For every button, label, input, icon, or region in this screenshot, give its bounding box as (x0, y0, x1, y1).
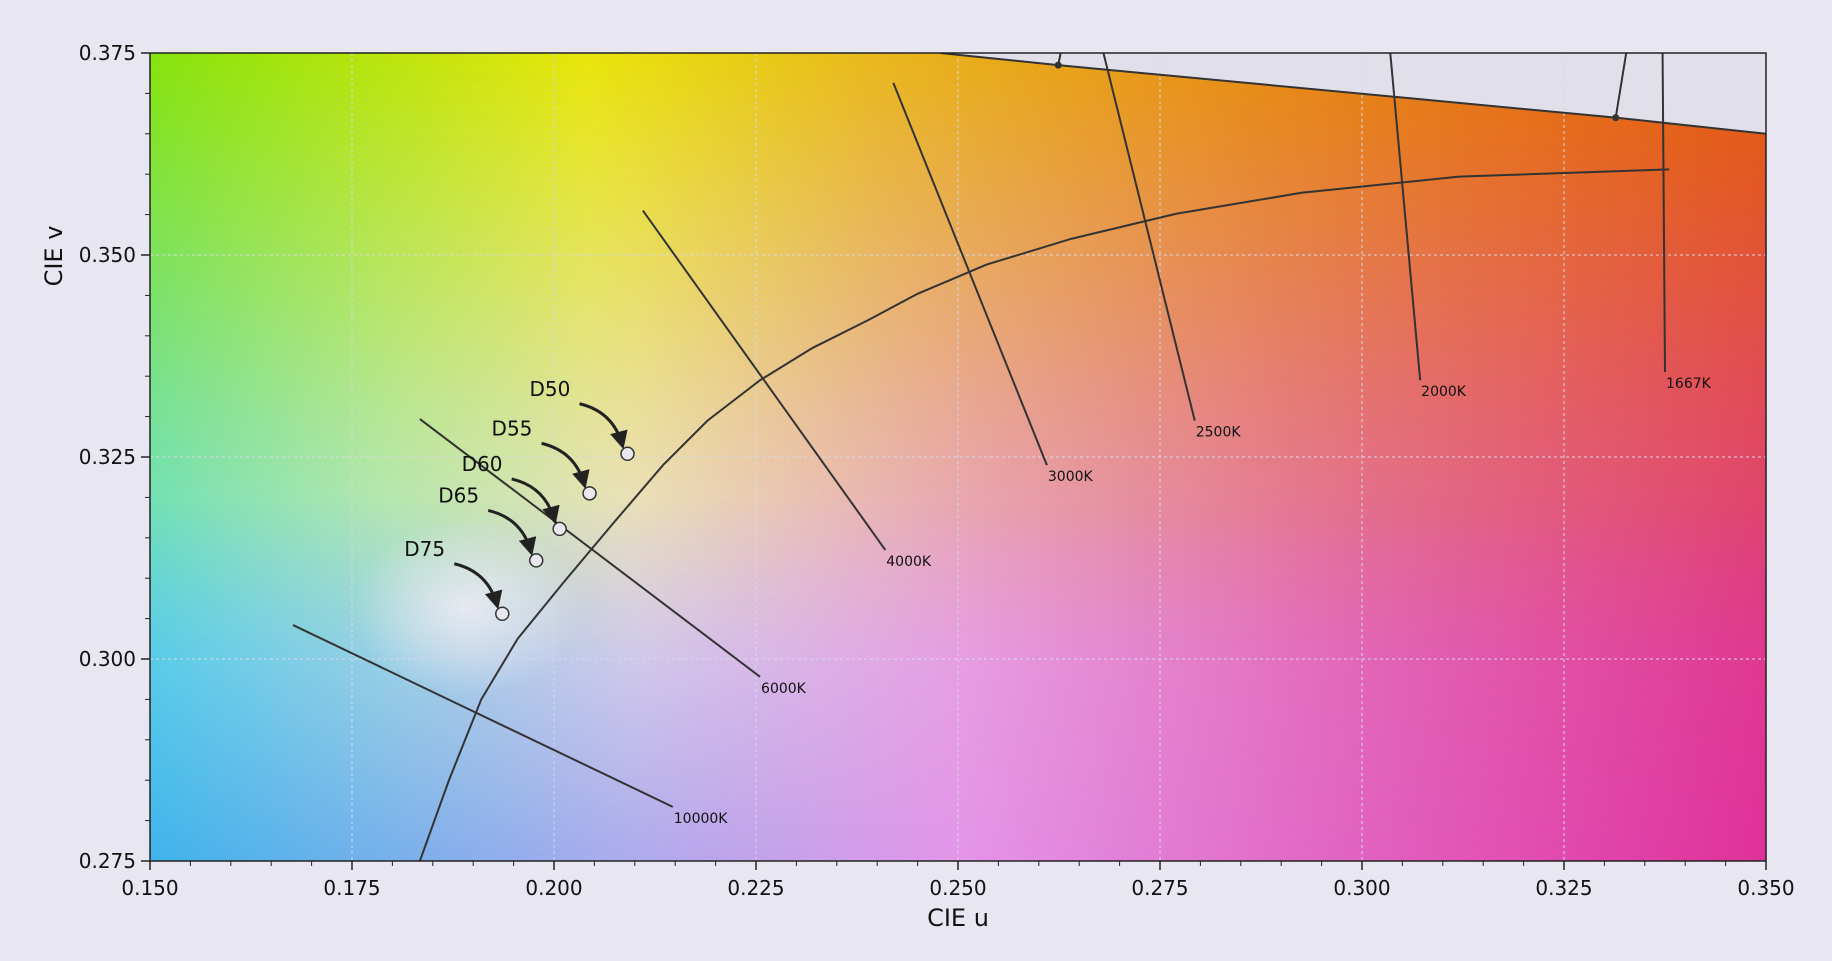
locus-intersection-dot (1612, 114, 1620, 122)
whitepoint-arrow (487, 508, 537, 556)
y-tick-label: 0.375 (79, 41, 136, 65)
whitepoint-marker (552, 521, 567, 537)
x-tick-label: 0.175 (323, 876, 380, 900)
x-tick-label: 0.275 (1131, 876, 1188, 900)
whitepoint-label: D55 (492, 416, 533, 440)
cct-label: 3000K (1048, 469, 1094, 485)
whitepoint-marker (495, 606, 510, 622)
x-axis-label: CIE u (927, 904, 989, 932)
whitepoint-marker (582, 486, 597, 501)
y-axis: 0.275 0.300 0.325 0.350 0.375 (79, 41, 150, 873)
isotherm-line (292, 624, 674, 808)
whitepoint-arrow (541, 441, 590, 489)
whitepoint-marker (620, 446, 635, 462)
y-tick-label: 0.275 (79, 849, 136, 873)
isotherm-extension (1614, 53, 1628, 118)
whitepoint-label: D65 (438, 483, 479, 507)
cct-label: 2500K (1196, 425, 1242, 441)
cct-label: 1667K (1666, 376, 1712, 392)
x-tick-label: 0.325 (1535, 876, 1592, 900)
y-axis-label: CIE v (40, 226, 68, 287)
whitepoint-markers (495, 446, 635, 622)
whitepoint-label: D75 (404, 537, 445, 561)
whitepoint-arrow (453, 562, 503, 610)
color-white-glow (300, 360, 820, 760)
plot-area: 10000K 6000K 4000K 3000K 2500K 2000K 1667K D50… (149, 52, 1767, 862)
whitepoint-labels: D50 D55 D60 D65 D75 (404, 377, 628, 610)
whitepoint-arrow (511, 477, 560, 525)
isotherm-line (1661, 53, 1666, 373)
planckian-locus-line (418, 168, 1670, 861)
isotherm-line (1102, 53, 1196, 421)
whitepoint-label: D50 (530, 377, 571, 401)
cct-label: 10000K (674, 811, 729, 827)
spectral-locus-line (940, 53, 1766, 135)
y-tick-label: 0.325 (79, 445, 136, 469)
whitepoint-label: D60 (462, 452, 503, 476)
isotherm-lines (292, 53, 1666, 808)
cct-labels: 10000K 6000K 4000K 3000K 2500K 2000K 1667K (674, 376, 1712, 827)
cct-label: 4000K (886, 554, 932, 570)
isotherm-line (892, 82, 1048, 466)
cct-label: 6000K (761, 681, 807, 697)
isotherm-line (1389, 53, 1422, 381)
cct-label: 2000K (1421, 384, 1467, 400)
x-tick-label: 0.200 (525, 876, 582, 900)
y-tick-label: 0.300 (79, 647, 136, 671)
x-axis: 0.150 0.175 0.200 0.225 0.250 0.275 0.300 0.325… (121, 861, 1795, 900)
x-tick-label: 0.300 (1333, 876, 1390, 900)
y-tick-label: 0.350 (79, 243, 136, 267)
isotherm-line (419, 418, 761, 678)
isotherm-line (642, 209, 887, 551)
locus-intersection-dot (1054, 61, 1062, 69)
grid (150, 53, 1766, 861)
x-tick-label: 0.225 (727, 876, 784, 900)
whitepoint-marker (528, 553, 544, 568)
x-tick-label: 0.150 (121, 876, 178, 900)
whitepoint-arrow (579, 402, 628, 450)
x-tick-label: 0.350 (1737, 876, 1794, 900)
x-tick-label: 0.250 (929, 876, 986, 900)
